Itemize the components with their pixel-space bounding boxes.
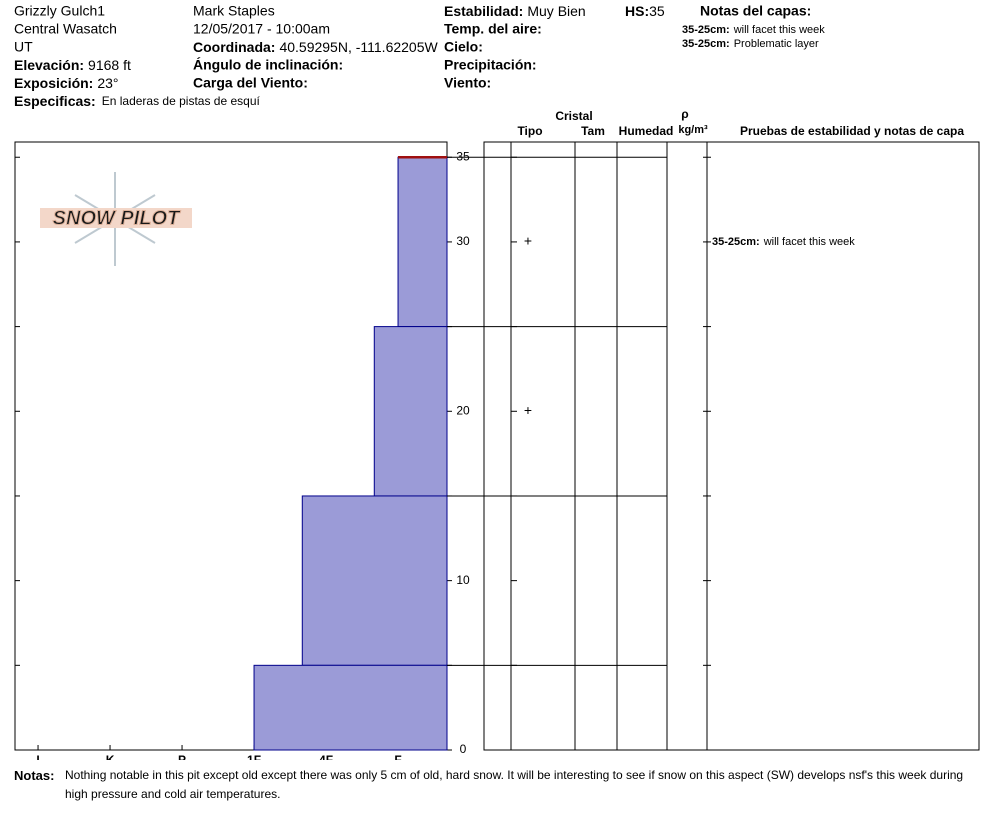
table-header: Tipo (517, 124, 542, 138)
datetime: 12/05/2017 - 10:00am (193, 21, 330, 37)
stability: Estabilidad: Muy Bien (444, 3, 586, 19)
logo-band (40, 208, 192, 228)
x-tick-label: P (178, 753, 186, 760)
value: En laderas de pistas de esquí (102, 94, 261, 108)
label: Estabilidad: (444, 3, 523, 19)
state: UT (14, 39, 33, 55)
x-tick-label: 4F (319, 753, 333, 760)
value: 9168 ft (88, 57, 131, 73)
layer-notes-title: Notas del capas: (700, 3, 811, 19)
grain-symbol: + (524, 233, 532, 249)
observer: Mark Staples (193, 3, 275, 19)
range: 35-25cm: (682, 38, 730, 50)
grain-symbol: + (524, 402, 532, 418)
text: will facet this week (763, 236, 856, 248)
x-tick-label: I (36, 753, 39, 760)
label: Especificas: (14, 93, 96, 109)
location: Grizzly Gulch1 (14, 3, 105, 19)
table-header: ρ (681, 107, 688, 121)
elevation: Elevación: 9168 ft (14, 57, 131, 73)
y-tick-label: 35 (456, 149, 470, 163)
aspect: Exposición: 23° (14, 75, 119, 91)
table-header: Humedad (619, 124, 674, 138)
coordinate: Coordinada: 40.59295N, -111.62205W (193, 39, 438, 55)
notes: Notas: Nothing notable in this pit excep… (14, 766, 980, 804)
y-tick-label: 30 (456, 234, 470, 248)
text: Problematic layer (734, 38, 819, 50)
value: 35 (649, 3, 665, 19)
layer-note: 35-25cm: will facet this week (682, 24, 825, 36)
layer-bar (373, 326, 448, 497)
specifics: Especificas: En laderas de pistas de esqu… (14, 93, 260, 109)
y-tick-label: 0 (460, 742, 467, 756)
header: Grizzly Gulch1 Central Wasatch UT Elevac… (14, 3, 825, 109)
layer-comment: 35-25cm: will facet this week (712, 236, 855, 248)
frames (14, 141, 980, 751)
table-header: Cristal (555, 109, 592, 123)
table-frame (483, 141, 980, 751)
label: Exposición: (14, 75, 93, 91)
table-header: kg/m³ (678, 124, 708, 136)
value: 23° (97, 75, 118, 91)
table-header: Tam (581, 124, 605, 138)
wind-label: Viento: (444, 75, 491, 91)
range: Central Wasatch (14, 21, 117, 37)
precip-label: Precipitación: (444, 57, 537, 73)
label: Coordinada: (193, 39, 275, 55)
logo-text: SNOW PILOT (53, 207, 181, 229)
x-tick-label: F (394, 753, 401, 760)
text: will facet this week (733, 24, 826, 36)
sky-label: Cielo: (444, 39, 483, 55)
y-tick-label: 10 (456, 573, 470, 587)
hs: HS:35 (625, 3, 665, 19)
layer-bar (301, 495, 448, 666)
layer-bar (397, 156, 448, 328)
value: 40.59295N, -111.62205W (279, 39, 438, 55)
logo: SNOW PILOT (40, 172, 192, 266)
y-tick-label: 20 (456, 403, 470, 417)
table-header: Pruebas de estabilidad y notas de capa (740, 124, 964, 138)
layer-note: 35-25cm: Problematic layer (682, 38, 819, 50)
range: 35-25cm: (712, 236, 760, 248)
wind-load-label: Carga del Viento: (193, 75, 308, 91)
label: HS: (625, 3, 649, 19)
label: Elevación: (14, 57, 84, 73)
slope-label: Ángulo de inclinación: (193, 57, 343, 73)
value: Muy Bien (527, 3, 585, 19)
notes-label: Notas: (14, 768, 55, 783)
layer-bar (253, 664, 448, 751)
air-temp-label: Temp. del aire: (444, 21, 542, 37)
chart: Grizzly Gulch1 Central Wasatch UT Elevac… (14, 3, 980, 760)
notes-text: Nothing notable in this pit except old e… (65, 768, 964, 801)
x-tick-label: 1F (247, 753, 261, 760)
range: 35-25cm: (682, 24, 730, 36)
x-tick-label: K (106, 753, 115, 760)
